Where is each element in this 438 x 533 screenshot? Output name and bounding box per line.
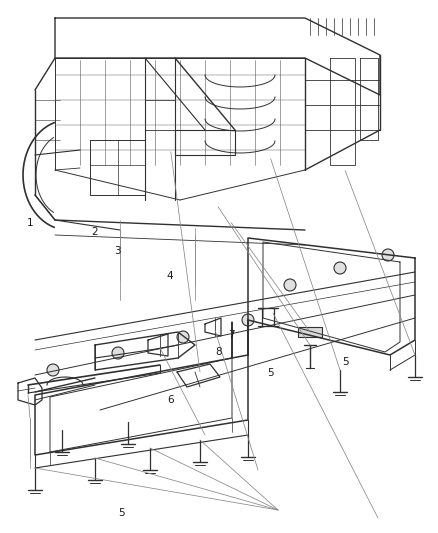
Text: 5: 5	[342, 358, 349, 367]
Circle shape	[112, 347, 124, 359]
Text: 6: 6	[167, 395, 174, 405]
Text: 5: 5	[118, 508, 125, 518]
Bar	[298, 327, 322, 337]
Circle shape	[242, 314, 254, 326]
Text: 3: 3	[114, 246, 121, 255]
Circle shape	[284, 279, 296, 291]
Circle shape	[47, 364, 59, 376]
Text: 2: 2	[91, 227, 98, 237]
Circle shape	[177, 331, 189, 343]
Text: 7: 7	[228, 330, 235, 340]
Circle shape	[334, 262, 346, 274]
Text: 8: 8	[215, 347, 222, 357]
Text: 1: 1	[26, 218, 33, 228]
Circle shape	[382, 249, 394, 261]
Text: 5: 5	[267, 368, 274, 378]
Text: 4: 4	[166, 271, 173, 281]
